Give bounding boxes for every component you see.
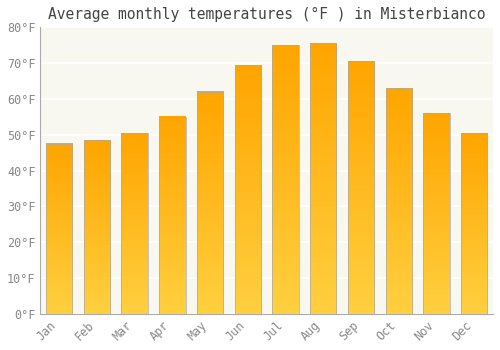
- Title: Average monthly temperatures (°F ) in Misterbianco: Average monthly temperatures (°F ) in Mi…: [48, 7, 486, 22]
- Bar: [122, 133, 148, 314]
- Bar: [234, 65, 261, 314]
- Bar: [84, 140, 110, 314]
- Bar: [272, 45, 299, 314]
- Bar: [386, 88, 412, 314]
- Bar: [310, 43, 336, 314]
- Bar: [159, 117, 186, 314]
- Bar: [348, 61, 374, 314]
- Bar: [424, 113, 450, 314]
- Bar: [46, 144, 72, 314]
- Bar: [197, 92, 224, 314]
- Bar: [461, 133, 487, 314]
